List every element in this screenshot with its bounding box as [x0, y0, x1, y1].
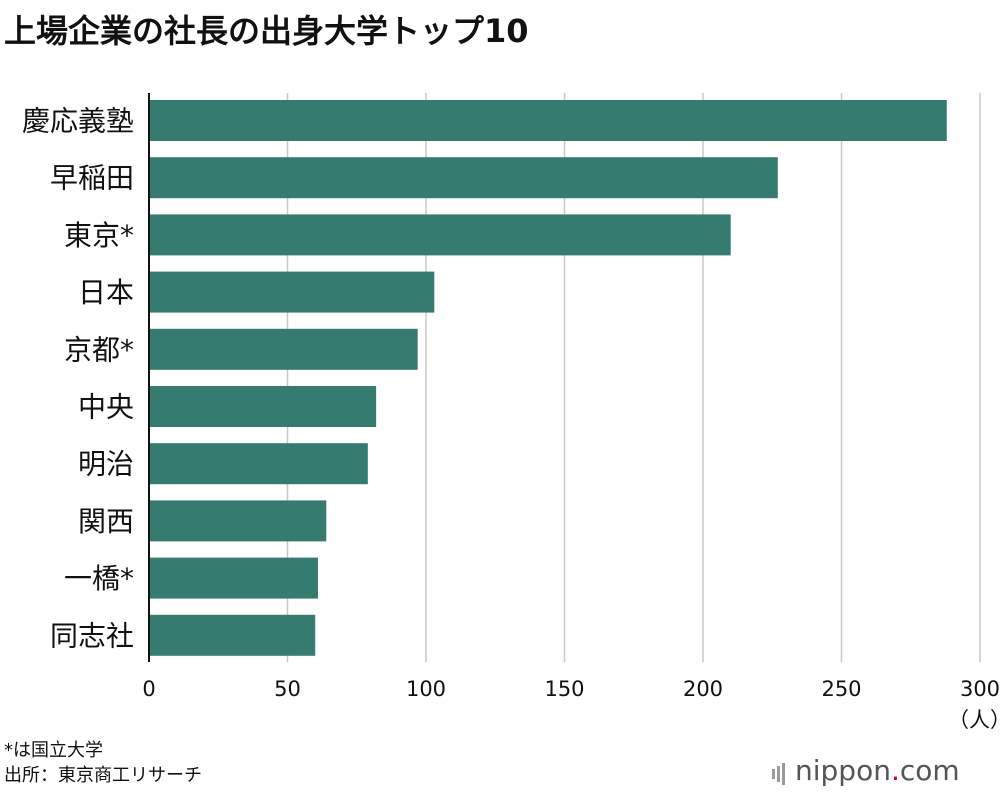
bar	[149, 443, 368, 485]
x-tick-label: 150	[544, 677, 584, 701]
chart-notes: *は国立大学 出所：東京商工リサーチ	[4, 738, 202, 788]
category-label: 東京*	[64, 219, 134, 252]
bar	[149, 100, 947, 141]
bar	[149, 328, 418, 370]
bar	[149, 614, 316, 656]
brand-logo: nippon.com	[772, 754, 960, 789]
bars	[149, 100, 947, 656]
x-tick-label: 50	[274, 677, 301, 701]
category-label: 慶応義塾	[22, 105, 134, 138]
x-tick-labels: 0 50 100 150 200 250 300	[142, 677, 1000, 701]
category-label: 中央	[78, 391, 134, 424]
category-label: 明治	[78, 448, 134, 481]
brand-bars-icon	[772, 756, 787, 789]
bar	[149, 386, 377, 427]
brand-tld: com	[899, 754, 960, 787]
category-label: 同志社	[50, 619, 134, 652]
x-tick-label: 250	[821, 677, 861, 701]
bar	[149, 157, 778, 199]
category-label: 一橋*	[64, 562, 134, 595]
category-label: 早稲田	[50, 162, 134, 195]
bar	[149, 214, 731, 256]
bar	[149, 500, 327, 542]
x-axis-unit-label: （人）	[948, 708, 1000, 732]
chart-title: 上場企業の社長の出身大学トップ10	[4, 12, 529, 50]
x-tick-label: 100	[406, 677, 446, 701]
x-tick-label: 0	[142, 677, 155, 701]
x-tick-label: 200	[683, 677, 723, 701]
category-label: 日本	[78, 276, 134, 309]
brand-dot: .	[890, 754, 900, 787]
brand-name: nippon	[795, 754, 891, 787]
bar	[149, 557, 318, 599]
footnote: *は国立大学	[4, 740, 103, 761]
bar	[149, 271, 435, 313]
source-note: 出所：東京商工リサーチ	[4, 765, 202, 786]
x-tick-label: 300	[960, 677, 1000, 701]
category-label: 関西	[78, 505, 134, 538]
category-label: 京都*	[64, 333, 134, 366]
